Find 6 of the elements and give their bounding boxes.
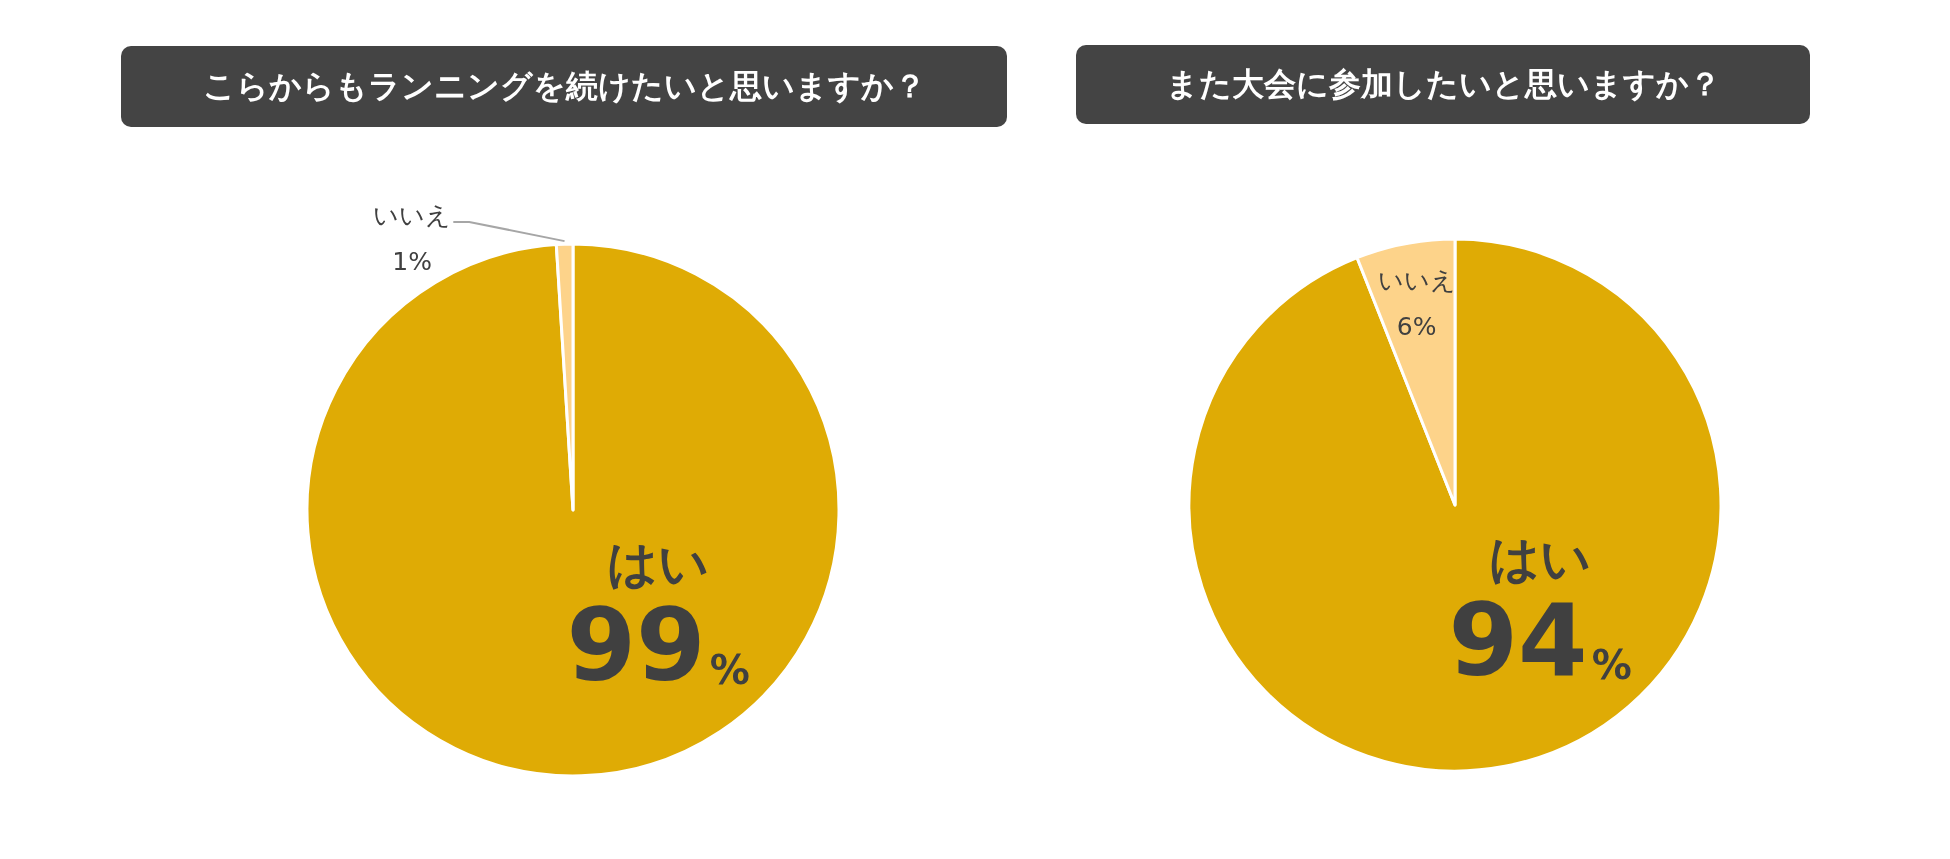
data-label: 1% bbox=[392, 247, 432, 277]
chart-title: こらからもランニングを続けたいと思いますか？ bbox=[121, 46, 1007, 127]
data-label: 6% bbox=[1396, 312, 1437, 342]
slice-label: いいえ bbox=[373, 201, 452, 231]
slice-label: いいえ bbox=[1377, 266, 1456, 296]
chart-title: また大会に参加したいと思いますか？ bbox=[1076, 45, 1810, 124]
